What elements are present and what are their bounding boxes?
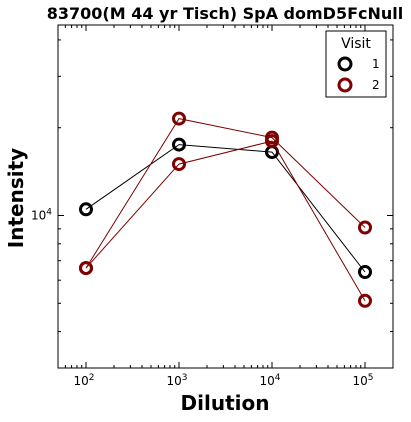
data-point xyxy=(358,265,372,279)
x-tick-label: 102 xyxy=(73,373,94,388)
y-axis-label: Intensity xyxy=(4,148,28,248)
legend: Visit 12 xyxy=(325,30,387,98)
axis-ticks: 102 103 104 105 104 xyxy=(31,25,393,388)
data-point xyxy=(358,293,372,308)
data-point xyxy=(358,220,372,235)
legend-title: Visit xyxy=(341,36,371,52)
data-point xyxy=(172,111,186,126)
legend-frame xyxy=(325,30,387,98)
legend-label: 1 xyxy=(372,57,380,71)
legend-entries: 12 xyxy=(337,56,380,93)
data-point xyxy=(79,202,93,217)
legend-marker xyxy=(337,56,353,72)
x-tick-label: 104 xyxy=(259,373,280,388)
data-point xyxy=(79,261,93,276)
series-layer xyxy=(79,111,372,308)
x-axis-label: Dilution xyxy=(181,391,270,415)
data-point xyxy=(265,134,279,149)
legend-label: 2 xyxy=(372,78,380,92)
y-tick-label: 104 xyxy=(31,208,52,223)
legend-marker xyxy=(337,77,353,93)
series-line xyxy=(85,144,366,273)
chart-title: 83700(M 44 yr Tisch) SpA domD5FcNull xyxy=(47,4,404,23)
data-point xyxy=(172,137,186,152)
series-3 xyxy=(79,134,372,308)
x-tick-label: 103 xyxy=(166,373,187,388)
series-line xyxy=(85,118,366,269)
series-line xyxy=(85,140,366,302)
data-point xyxy=(172,157,186,172)
x-tick-label: 105 xyxy=(352,373,373,388)
